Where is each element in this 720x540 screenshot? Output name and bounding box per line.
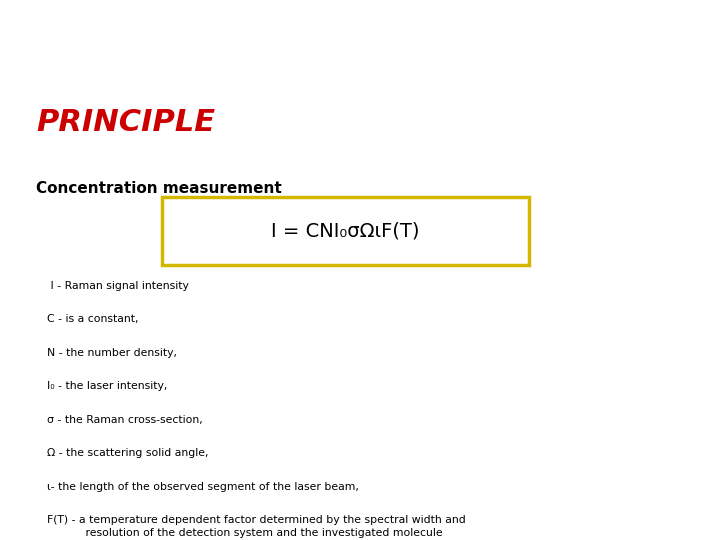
Text: PRINCIPLE: PRINCIPLE	[36, 108, 215, 137]
Text: ι- the length of the observed segment of the laser beam,: ι- the length of the observed segment of…	[47, 482, 359, 492]
Text: N - the number density,: N - the number density,	[47, 348, 177, 358]
Text: I₀ - the laser intensity,: I₀ - the laser intensity,	[47, 381, 167, 391]
Text: Ω - the scattering solid angle,: Ω - the scattering solid angle,	[47, 448, 208, 458]
Text: C - is a constant,: C - is a constant,	[47, 314, 138, 325]
Text: σ - the Raman cross-section,: σ - the Raman cross-section,	[47, 415, 202, 425]
FancyBboxPatch shape	[162, 197, 529, 265]
Text: I - Raman signal intensity: I - Raman signal intensity	[47, 281, 189, 291]
Text: F(T) - a temperature dependent factor determined by the spectral width and
     : F(T) - a temperature dependent factor de…	[47, 515, 466, 537]
Text: I = CNI₀σΩιF(T): I = CNI₀σΩιF(T)	[271, 221, 420, 240]
Text: Concentration measurement: Concentration measurement	[36, 181, 282, 196]
